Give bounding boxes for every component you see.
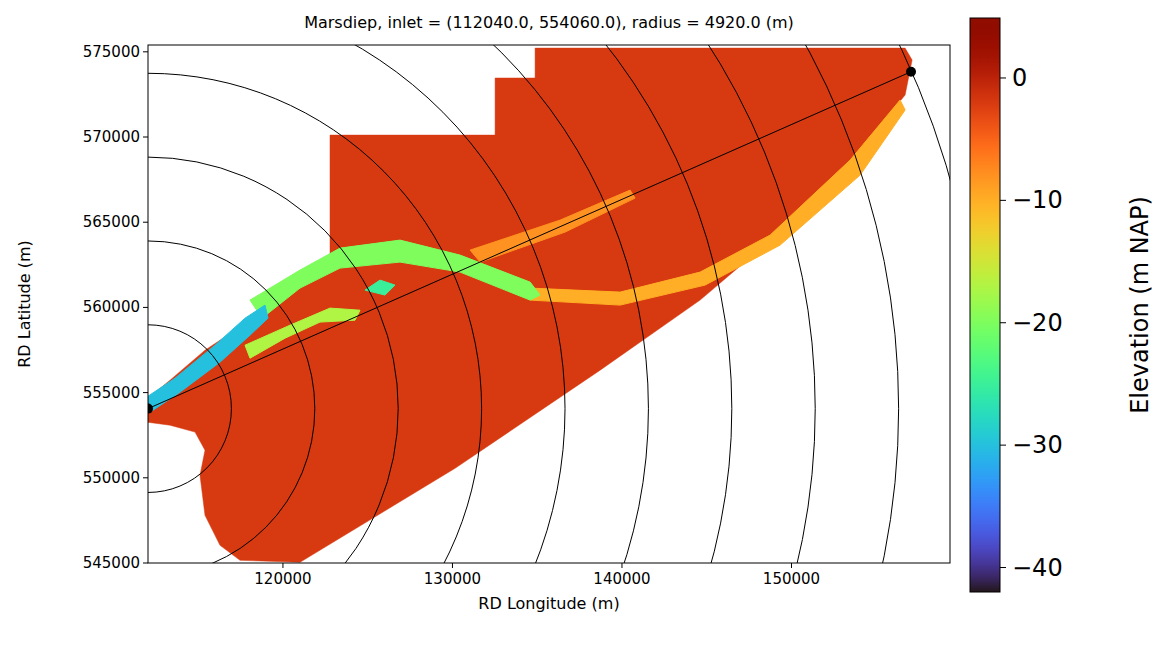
- y-axis-title: RD Latitude (m): [15, 240, 34, 368]
- distance-ring: [148, 45, 648, 563]
- distance-ring: [148, 45, 815, 563]
- axis-line: [148, 72, 911, 409]
- x-tick-label: 140000: [593, 570, 650, 588]
- distance-ring: [148, 45, 565, 563]
- colorbar-tick-label: 0: [1012, 64, 1027, 92]
- channel: [148, 305, 268, 412]
- channel: [470, 190, 635, 262]
- title: Marsdiep, inlet = (112040.0, 554060.0), …: [304, 13, 794, 32]
- y-tick-label: 550000: [83, 469, 140, 487]
- y-tick-label: 555000: [83, 384, 140, 402]
- plot-area: [148, 45, 950, 563]
- colorbar-tick: [1000, 322, 1006, 323]
- x-tick: [621, 563, 622, 568]
- channel: [530, 100, 905, 305]
- y-tick: [143, 137, 148, 138]
- distance-ring: [148, 45, 950, 563]
- y-tick: [143, 222, 148, 223]
- colorbar-tick: [1000, 445, 1006, 446]
- figure: 120000 130000 140000 150000 545000 550000 5550…: [0, 0, 1174, 646]
- colorbar-tick-label: −10: [1012, 186, 1063, 214]
- distance-ring: [148, 45, 732, 563]
- inlet-point: [148, 404, 153, 414]
- plot-frame: [148, 45, 950, 563]
- x-axis-title: RD Longitude (m): [478, 594, 619, 613]
- y-tick-label: 565000: [83, 213, 140, 231]
- plot-background: [148, 45, 950, 563]
- y-tick: [143, 392, 148, 393]
- colorbar-tick-label: −40: [1012, 554, 1063, 582]
- colorbar-tick: [1000, 77, 1006, 78]
- colorbar-title: Elevation (m NAP): [1126, 196, 1154, 414]
- end-point: [906, 67, 916, 77]
- x-tick-label: 150000: [763, 570, 820, 588]
- y-tick: [143, 563, 148, 564]
- y-tick-label: 560000: [83, 298, 140, 316]
- distance-ring: [148, 45, 899, 563]
- distance-ring: [148, 73, 482, 563]
- colorbar-tick-label: −30: [1012, 431, 1063, 459]
- y-tick-label: 575000: [83, 43, 140, 61]
- y-tick: [143, 477, 148, 478]
- y-tick-label: 570000: [83, 128, 140, 146]
- y-tick-label: 545000: [83, 554, 140, 572]
- colorbar: [970, 18, 1000, 592]
- x-tick-label: 120000: [254, 570, 311, 588]
- y-tick: [143, 51, 148, 52]
- x-tick: [282, 563, 283, 568]
- y-tick: [143, 307, 148, 308]
- domain: [148, 48, 912, 562]
- x-tick-label: 130000: [424, 570, 481, 588]
- distance-ring: [148, 241, 315, 563]
- distance-ring: [148, 325, 231, 493]
- colorbar-tick-label: −20: [1012, 309, 1063, 337]
- colorbar-tick: [1000, 200, 1006, 201]
- colorbar-tick: [1000, 567, 1006, 568]
- channel: [365, 280, 395, 295]
- x-tick: [452, 563, 453, 568]
- channel: [250, 240, 540, 318]
- distance-ring: [148, 157, 398, 563]
- x-tick: [791, 563, 792, 568]
